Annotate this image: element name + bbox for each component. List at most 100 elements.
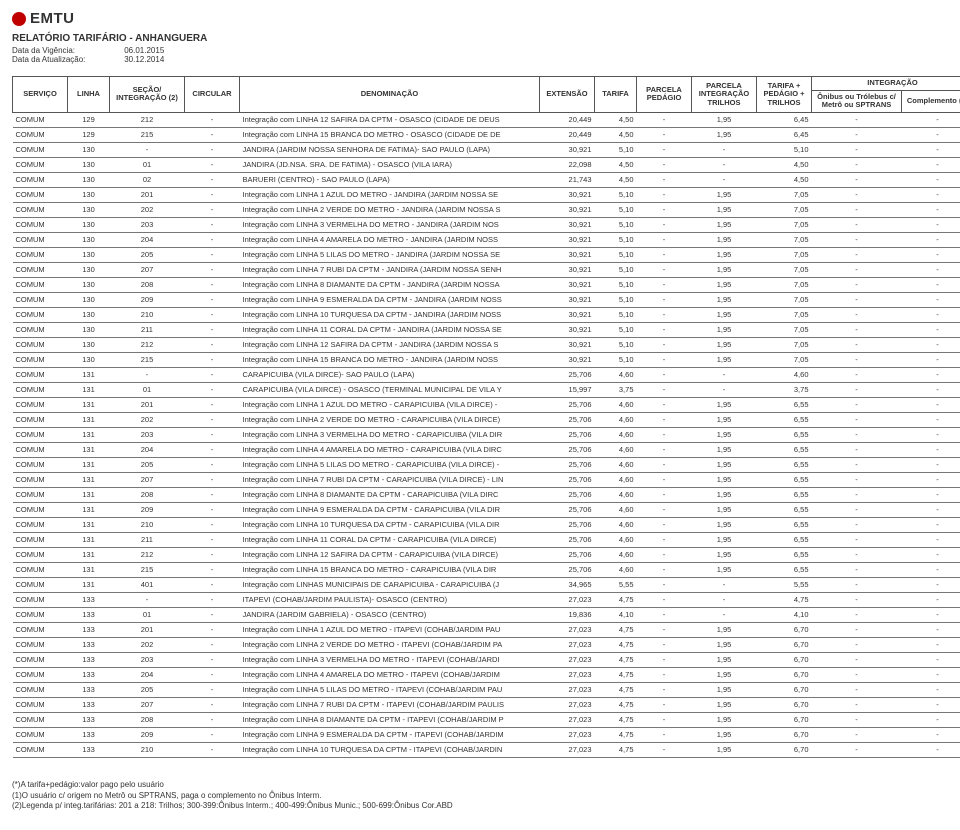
table-cell: COMUM (13, 472, 68, 487)
table-cell: - (812, 112, 902, 127)
table-cell: 131 (68, 472, 110, 487)
table-cell: 130 (68, 172, 110, 187)
table-cell: - (902, 592, 960, 607)
table-cell: - (902, 217, 960, 232)
table-cell: - (637, 262, 692, 277)
table-row: COMUM130215-Integração com LINHA 15 BRAN… (13, 352, 960, 367)
table-cell: 131 (68, 547, 110, 562)
table-cell: 131 (68, 562, 110, 577)
table-cell: - (185, 712, 240, 727)
table-cell: - (637, 157, 692, 172)
table-cell: Integração com LINHA 3 VERMELHA DO METRO… (240, 652, 540, 667)
table-cell: COMUM (13, 127, 68, 142)
table-cell: 131 (68, 457, 110, 472)
table-cell: - (812, 682, 902, 697)
table-cell: COMUM (13, 172, 68, 187)
table-row: COMUM131212-Integração com LINHA 12 SAFI… (13, 547, 960, 562)
table-cell: - (637, 397, 692, 412)
table-cell: - (185, 352, 240, 367)
table-cell: - (637, 247, 692, 262)
table-cell: 7,05 (757, 217, 812, 232)
table-cell: - (637, 532, 692, 547)
table-cell: 5,10 (595, 337, 637, 352)
table-cell: Integração com LINHA 15 BRANCA DO METRO … (240, 562, 540, 577)
table-cell: COMUM (13, 307, 68, 322)
table-row: COMUM131205-Integração com LINHA 5 LILAS… (13, 457, 960, 472)
table-cell: - (902, 697, 960, 712)
table-cell: 5,10 (595, 322, 637, 337)
table-cell: - (185, 337, 240, 352)
table-cell: 1,95 (692, 232, 757, 247)
table-cell: Integração com LINHA 9 ESMERALDA DA CPTM… (240, 727, 540, 742)
table-cell: 4,60 (595, 442, 637, 457)
table-cell: JANDIRA (JARDIM GABRIELA) - OSASCO (CENT… (240, 607, 540, 622)
table-cell: 30,921 (540, 202, 595, 217)
table-cell: 204 (110, 667, 185, 682)
table-cell: Integração com LINHA 10 TURQUESA DA CPTM… (240, 517, 540, 532)
table-cell: 25,706 (540, 412, 595, 427)
table-cell: 207 (110, 697, 185, 712)
table-cell: - (902, 262, 960, 277)
table-cell: 27,023 (540, 712, 595, 727)
table-cell: - (902, 247, 960, 262)
table-cell: Integração com LINHA 2 VERDE DO METRO - … (240, 202, 540, 217)
table-cell: - (637, 202, 692, 217)
table-row: COMUM130203-Integração com LINHA 3 VERME… (13, 217, 960, 232)
table-cell: 25,706 (540, 367, 595, 382)
table-cell: - (185, 667, 240, 682)
table-cell: 4,60 (595, 532, 637, 547)
table-cell: - (692, 172, 757, 187)
table-cell: 25,706 (540, 532, 595, 547)
table-cell: 130 (68, 202, 110, 217)
table-cell: 129 (68, 127, 110, 142)
table-cell: 27,023 (540, 667, 595, 682)
table-cell: - (902, 397, 960, 412)
table-cell: 1,95 (692, 727, 757, 742)
table-cell: - (185, 202, 240, 217)
table-cell: - (812, 307, 902, 322)
table-cell: 7,05 (757, 292, 812, 307)
table-cell: Integração com LINHA 10 TURQUESA DA CPTM… (240, 742, 540, 757)
table-cell: 131 (68, 442, 110, 457)
table-cell: - (185, 307, 240, 322)
table-cell: 4,50 (595, 172, 637, 187)
table-cell: 7,05 (757, 337, 812, 352)
col-parcela-int: PARCELA INTEGRAÇÃO TRILHOS (692, 77, 757, 113)
table-cell: 5,10 (595, 352, 637, 367)
table-cell: Integração com LINHA 9 ESMERALDA DA CPTM… (240, 292, 540, 307)
table-cell: 4,50 (757, 157, 812, 172)
table-cell: Integração com LINHA 2 VERDE DO METRO - … (240, 637, 540, 652)
table-cell: - (185, 697, 240, 712)
table-cell: 205 (110, 682, 185, 697)
table-cell: COMUM (13, 502, 68, 517)
table-cell: Integração com LINHA 4 AMARELA DO METRO … (240, 442, 540, 457)
table-cell: 1,95 (692, 292, 757, 307)
table-cell: 30,921 (540, 187, 595, 202)
table-cell: - (902, 202, 960, 217)
table-cell: - (812, 487, 902, 502)
table-cell: - (637, 742, 692, 757)
table-cell: - (902, 712, 960, 727)
table-cell: 4,60 (595, 367, 637, 382)
table-cell: 4,60 (595, 472, 637, 487)
table-cell: 1,95 (692, 622, 757, 637)
table-cell: - (637, 517, 692, 532)
table-cell: - (185, 232, 240, 247)
table-cell: - (692, 607, 757, 622)
table-cell: - (812, 262, 902, 277)
table-cell: - (902, 622, 960, 637)
table-cell: 6,70 (757, 667, 812, 682)
table-row: COMUM131201-Integração com LINHA 1 AZUL … (13, 397, 960, 412)
col-circular: CIRCULAR (185, 77, 240, 113)
table-cell: Integração com LINHA 1 AZUL DO METRO - I… (240, 622, 540, 637)
table-cell: - (812, 697, 902, 712)
table-cell: - (185, 292, 240, 307)
footnote-3: (2)Legenda p/ integ.tarifárias: 201 a 21… (12, 801, 948, 812)
table-cell: COMUM (13, 427, 68, 442)
table-row: COMUM131211-Integração com LINHA 11 CORA… (13, 532, 960, 547)
atualizacao-row: Data da Atualização: 30.12.2014 (12, 55, 948, 64)
table-row: COMUM131401-Integração com LINHAS MUNICI… (13, 577, 960, 592)
table-cell: 6,45 (757, 112, 812, 127)
table-cell: 1,95 (692, 397, 757, 412)
table-cell: - (637, 322, 692, 337)
